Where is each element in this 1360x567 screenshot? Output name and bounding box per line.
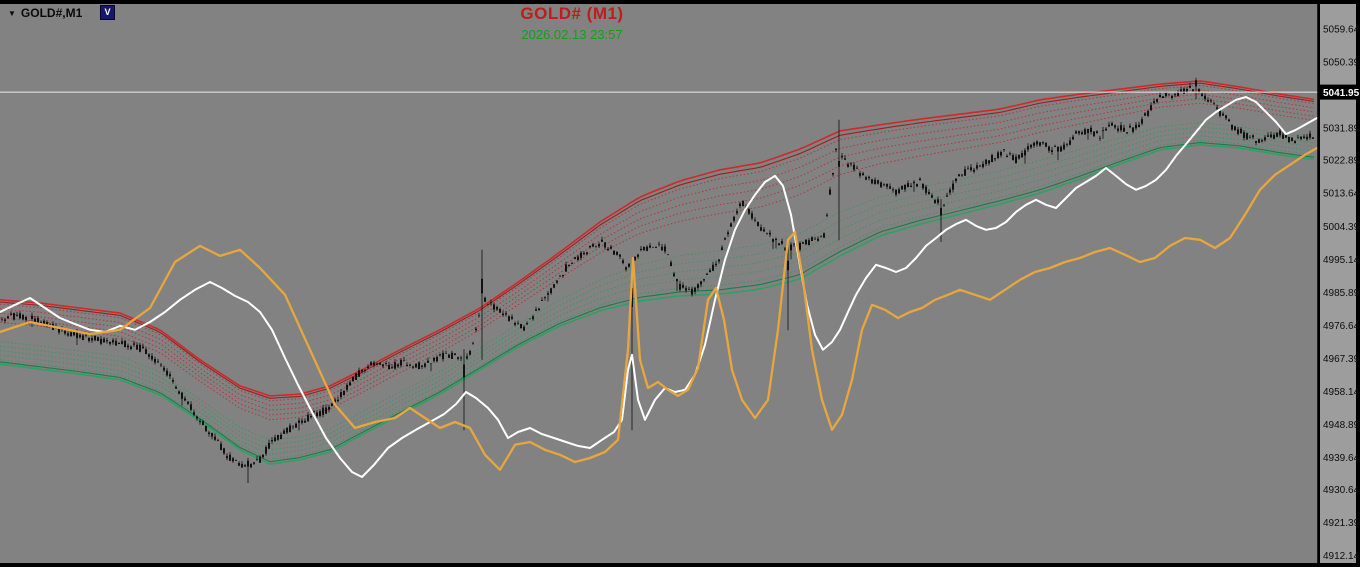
price-axis-tick: 5004.39 [1323,222,1360,233]
price-axis-tick: 5059.64 [1323,25,1360,36]
price-axis-tick: 4976.64 [1323,321,1360,332]
symbol-timeframe-label[interactable]: ▼ GOLD#,M1 [8,6,82,20]
orange-signal-line [0,146,1319,471]
price-axis-tick: 5031.89 [1323,124,1360,135]
price-axis-tick: 5022.89 [1323,156,1360,167]
lower-band-line [0,143,1315,465]
price-axis[interactable]: 5059.64 5050.39 5031.89 5022.89 5013.64 5004.… [1317,4,1360,563]
price-axis-tick: 4912.14 [1323,551,1360,562]
price-axis-tick: 4958.14 [1323,387,1360,398]
price-axis-tick: 4930.64 [1323,485,1360,496]
price-axis-tick: 5050.39 [1323,58,1360,69]
svg-text:5041.95: 5041.95 [1323,88,1360,99]
indicator-v-button[interactable]: V [100,5,115,20]
price-axis-tick: 4995.14 [1323,255,1360,266]
chevron-down-icon: ▼ [8,8,16,18]
price-axis-tick: 4939.64 [1323,453,1360,464]
candlestick-series [1,77,1314,483]
current-price-label: 5041.95 [1319,84,1360,100]
price-axis-tick: 4967.39 [1323,354,1360,365]
symbol-name: GOLD#,M1 [20,6,83,20]
price-axis-tick: 4921.39 [1323,518,1360,529]
price-axis-tick: 4948.89 [1323,420,1360,431]
price-axis-tick: 5013.64 [1323,189,1360,200]
white-signal-line [0,96,1318,478]
price-axis-tick: 4985.89 [1323,288,1360,299]
